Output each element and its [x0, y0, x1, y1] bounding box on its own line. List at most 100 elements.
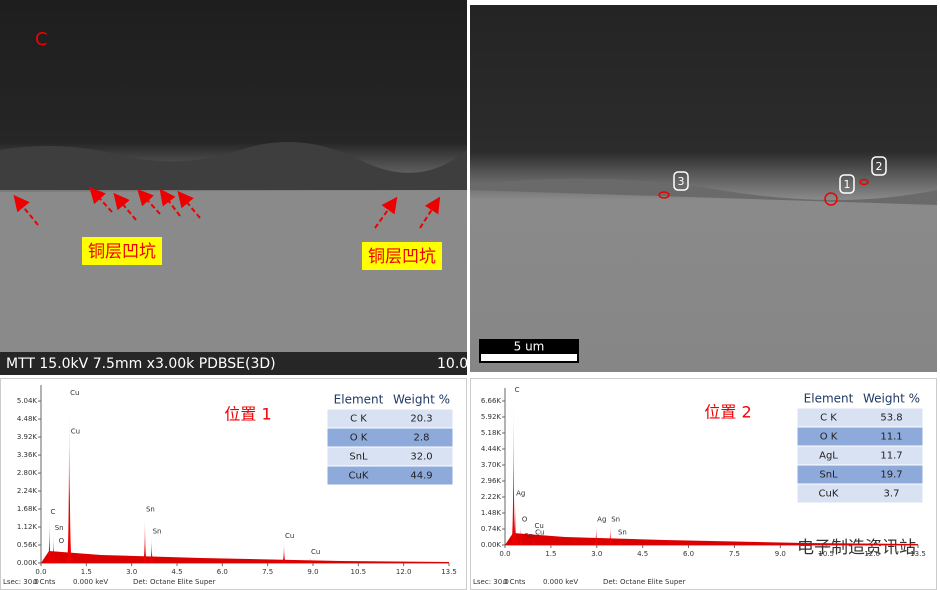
peak — [149, 537, 155, 563]
y-tick-label: 5.04K — [17, 397, 38, 405]
table-cell: O K — [820, 432, 838, 443]
peak-label: Cu — [71, 428, 80, 436]
table-cell: 32.0 — [410, 452, 432, 463]
y-tick-label: 5.92K — [481, 413, 502, 421]
peak — [607, 525, 613, 545]
y-tick-label: 4.44K — [481, 445, 502, 453]
x-tick-label: 1.5 — [81, 568, 92, 576]
marker-label: 3 — [678, 175, 685, 188]
background — [41, 551, 449, 563]
peak-label: Ag — [516, 490, 525, 498]
peak-label: C — [50, 508, 55, 516]
layer — [470, 178, 937, 205]
scale-label: 10.0 — [437, 356, 468, 372]
table-cell: 3.7 — [884, 489, 900, 500]
peak — [46, 518, 52, 563]
x-tick-label: 0.0 — [499, 550, 510, 558]
marker-label: 2 — [876, 160, 883, 173]
y-tick-label: 6.66K — [481, 397, 502, 405]
table-row — [796, 445, 924, 466]
peak-label: C — [515, 386, 520, 394]
footer: 0 Cnts — [503, 578, 526, 586]
y-tick-label: 0.00K — [481, 541, 502, 549]
x-tick-label: 12.0 — [864, 550, 880, 558]
x-tick-label: 3.0 — [126, 568, 137, 576]
y-tick-label: 3.70K — [481, 461, 502, 469]
table-cell: 44.9 — [410, 471, 432, 482]
table-cell: 53.8 — [880, 413, 902, 424]
footer: 0.000 keV — [73, 578, 108, 586]
table-row — [326, 446, 454, 467]
scale-label: 5 um — [514, 340, 545, 354]
x-tick-label: 7.5 — [729, 550, 740, 558]
peak-label: Cu — [535, 529, 544, 537]
table-cell: AgL — [819, 451, 838, 462]
footer: Det: Octane Elite Super — [603, 578, 686, 586]
x-tick-label: 10.5 — [818, 550, 834, 558]
table-cell: 20.3 — [410, 414, 432, 425]
table-cell: C K — [350, 414, 367, 425]
peak-label: Sn — [618, 529, 627, 537]
x-tick-label: 9.0 — [307, 568, 318, 576]
x-tick-label: 12.0 — [396, 568, 412, 576]
footer: Lsec: 30.0 — [473, 578, 509, 586]
y-tick-label: 3.36K — [17, 451, 38, 459]
peak — [520, 541, 526, 545]
y-tick-label: 2.22K — [481, 493, 502, 501]
peak-label: Sn — [524, 532, 533, 540]
y-tick-label: 2.80K — [17, 469, 38, 477]
x-tick-label: 7.5 — [262, 568, 273, 576]
x-tick-label: 4.5 — [171, 568, 182, 576]
peak — [142, 515, 148, 563]
peak-label: Cu — [534, 522, 543, 530]
marker-label: 1 — [844, 178, 851, 191]
y-tick-label: 2.96K — [481, 477, 502, 485]
peak-label: Cu — [311, 548, 320, 556]
peak-label: Sn — [153, 527, 162, 535]
peak — [614, 538, 620, 545]
spectrum-title: 位置 1 — [224, 405, 271, 424]
table-cell: SnL — [819, 470, 838, 481]
x-tick-label: 1.5 — [545, 550, 556, 558]
peak — [66, 399, 72, 563]
peak — [307, 558, 313, 563]
callout: 铜层凹坑 — [88, 242, 156, 262]
footer: Det: Octane Elite Super — [133, 578, 216, 586]
peak — [51, 534, 57, 563]
table-row — [796, 407, 924, 428]
watermark: 电子制造资讯站 — [797, 538, 916, 558]
peak — [593, 525, 599, 545]
table-cell: CuK — [819, 489, 839, 500]
table-cell: 11.1 — [880, 432, 902, 443]
callout-box — [362, 242, 442, 270]
peak — [55, 546, 61, 563]
y-tick-label: 1.48K — [481, 509, 502, 517]
footer: 0.000 keV — [543, 578, 578, 586]
x-tick-label: 10.5 — [351, 568, 367, 576]
table-header: Element — [334, 393, 384, 407]
table-cell: SnL — [349, 452, 368, 463]
spectrum-title: 位置 2 — [704, 403, 751, 422]
callout-box — [82, 237, 162, 265]
table-row — [326, 427, 454, 448]
sem-info: MTT 15.0kV 7.5mm x3.00k PDBSE(3D) — [6, 356, 276, 372]
table-header: Element — [804, 392, 854, 406]
table-cell: 2.8 — [414, 433, 430, 444]
y-tick-label: 3.92K — [17, 433, 38, 441]
spots — [658, 178, 869, 206]
callout: 铜层凹坑 — [368, 247, 436, 267]
x-tick-label: 13.5 — [910, 550, 926, 558]
table-row — [326, 408, 454, 429]
peak-label: Cu — [285, 532, 294, 540]
arrows — [13, 187, 441, 229]
table-row — [796, 483, 924, 504]
peak-label: O — [59, 537, 65, 545]
peak-label: O — [522, 516, 528, 524]
peak — [530, 532, 536, 545]
table-cell: CuK — [349, 471, 369, 482]
table-header: Weight % — [863, 392, 920, 406]
table-row — [796, 426, 924, 447]
x-tick-label: 6.0 — [217, 568, 228, 576]
copper-layer — [0, 190, 467, 375]
